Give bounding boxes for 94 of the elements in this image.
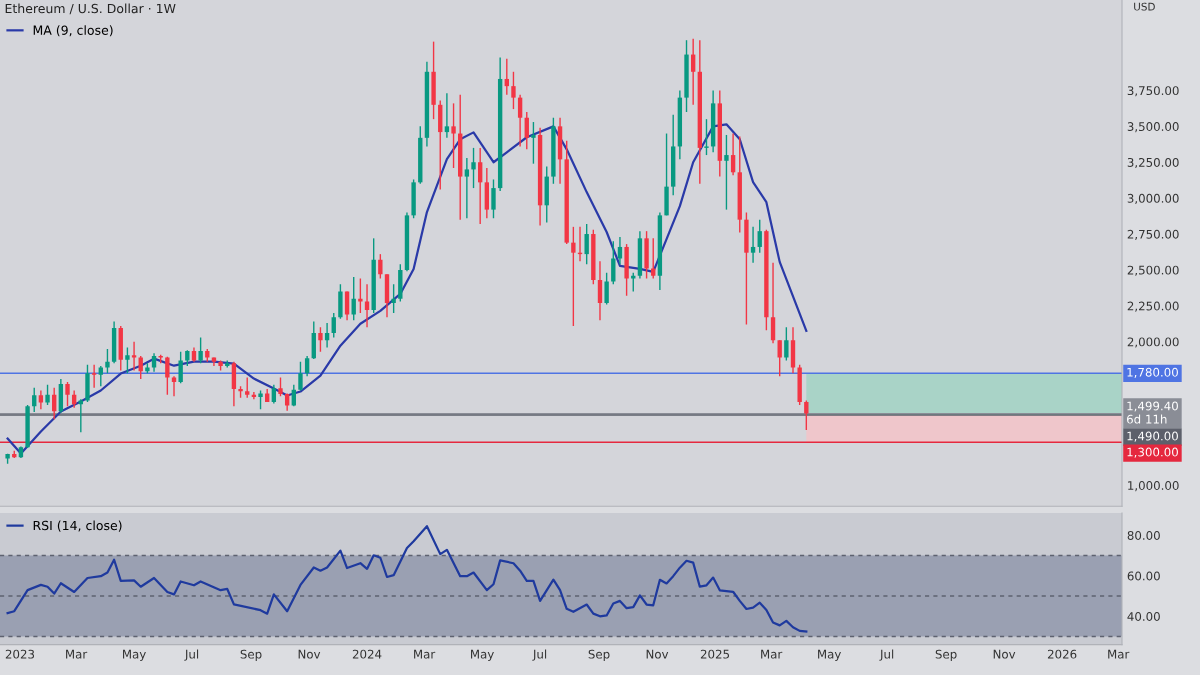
candlestick bbox=[391, 283, 396, 314]
candlestick bbox=[524, 111, 529, 151]
candlestick bbox=[750, 226, 756, 264]
candlestick bbox=[477, 147, 483, 225]
candlestick bbox=[464, 157, 470, 219]
candlestick bbox=[98, 365, 103, 387]
candlestick bbox=[571, 226, 576, 327]
y-tick-label: 2,250.00 bbox=[1127, 301, 1179, 312]
candlestick bbox=[511, 71, 516, 110]
x-tick-label: Mar bbox=[414, 649, 436, 659]
x-tick-label: Jul bbox=[879, 649, 894, 661]
candlestick bbox=[471, 147, 476, 189]
candlestick bbox=[444, 92, 450, 139]
candlestick bbox=[125, 346, 130, 374]
candlestick bbox=[804, 399, 809, 431]
candlestick bbox=[724, 134, 729, 211]
candlestick bbox=[45, 384, 50, 406]
candlestick bbox=[331, 312, 336, 339]
y-tick-label: 3,500.00 bbox=[1127, 122, 1179, 133]
candlestick bbox=[131, 341, 137, 372]
y-tick-label: 3,000.00 bbox=[1127, 193, 1179, 204]
candlestick bbox=[631, 272, 636, 293]
candlestick bbox=[258, 389, 263, 410]
candlestick bbox=[704, 118, 709, 156]
candlestick bbox=[777, 339, 782, 377]
candlestick bbox=[611, 240, 616, 285]
ref-line-label: 1,490.00 bbox=[1127, 431, 1178, 442]
candlestick bbox=[324, 322, 330, 349]
candlestick bbox=[65, 381, 70, 408]
x-tick-label: Mar bbox=[761, 649, 783, 659]
candlestick bbox=[318, 326, 323, 353]
candlestick bbox=[491, 178, 496, 219]
x-tick-label: Jul bbox=[184, 649, 199, 661]
candlestick bbox=[38, 389, 44, 410]
candlestick bbox=[165, 356, 170, 396]
x-tick-label: 2024 bbox=[352, 649, 382, 659]
candlestick bbox=[91, 363, 97, 389]
candlestick bbox=[651, 237, 656, 280]
y-tick-label: 3,250.00 bbox=[1127, 157, 1179, 169]
candlestick bbox=[198, 336, 203, 364]
y-tick-label: 40.00 bbox=[1127, 612, 1160, 621]
candlestick bbox=[531, 121, 536, 165]
candlestick bbox=[304, 355, 310, 377]
candlestick bbox=[378, 253, 383, 280]
x-tick-label: Nov bbox=[298, 649, 321, 659]
ref-line-label: 1,300.00 bbox=[1127, 447, 1178, 458]
ref-line-label: 1,499.40 6d 11h bbox=[1126, 401, 1178, 424]
x-tick-label: Nov bbox=[993, 649, 1016, 659]
legend-label: RSI (14, close) bbox=[33, 520, 122, 532]
x-tick-label: May bbox=[818, 649, 841, 661]
x-tick-label: May bbox=[471, 649, 494, 661]
candlestick bbox=[604, 272, 609, 306]
legend-label: MA (9, close) bbox=[33, 25, 113, 37]
x-tick-label: 2026 bbox=[1047, 649, 1077, 659]
candlestick bbox=[690, 38, 696, 106]
text: USD bbox=[1134, 2, 1155, 11]
candlestick bbox=[245, 376, 250, 399]
candlestick bbox=[517, 94, 523, 148]
x-tick-label: 2023 bbox=[5, 649, 35, 659]
y-tick-label: 2,500.00 bbox=[1127, 265, 1179, 276]
candlestick bbox=[105, 348, 110, 374]
candlestick bbox=[358, 277, 363, 314]
x-tick-label: Mar bbox=[1108, 649, 1130, 659]
candlestick bbox=[504, 58, 509, 96]
x-tick-label: Jul bbox=[532, 649, 547, 661]
candlestick bbox=[151, 352, 157, 373]
y-tick-label: 1,000.00 bbox=[1128, 481, 1179, 492]
x-tick-label: Mar bbox=[66, 649, 88, 659]
x-tick-label: Sep bbox=[935, 649, 957, 661]
candlestick bbox=[278, 376, 283, 397]
candlestick bbox=[770, 262, 776, 344]
y-tick-label: 3,750.00 bbox=[1127, 86, 1179, 97]
chart-title: Ethereum / U.S. Dollar · 1W bbox=[5, 3, 176, 15]
candlestick bbox=[597, 260, 603, 321]
candlestick bbox=[178, 351, 183, 385]
y-tick-label: 2,000.00 bbox=[1127, 337, 1179, 348]
candlestick bbox=[298, 361, 303, 392]
ref-line-label: 1,780.00 bbox=[1127, 367, 1178, 378]
candlestick bbox=[344, 290, 350, 321]
candlestick bbox=[271, 384, 277, 405]
x-tick-label: Sep bbox=[240, 649, 262, 661]
candlestick bbox=[730, 132, 736, 176]
candlestick bbox=[584, 223, 589, 265]
candlestick bbox=[451, 102, 456, 169]
candlestick bbox=[784, 326, 789, 362]
x-tick-label: Sep bbox=[588, 649, 610, 661]
y-tick-label: 60.00 bbox=[1127, 571, 1160, 581]
y-tick-label: 2,750.00 bbox=[1127, 229, 1179, 240]
x-tick-label: Nov bbox=[646, 649, 669, 659]
y-tick-label: 80.00 bbox=[1127, 531, 1160, 540]
candlestick bbox=[32, 386, 37, 413]
x-tick-label: May bbox=[123, 649, 146, 661]
x-tick-label: 2025 bbox=[700, 649, 730, 659]
candlestick bbox=[757, 218, 762, 254]
